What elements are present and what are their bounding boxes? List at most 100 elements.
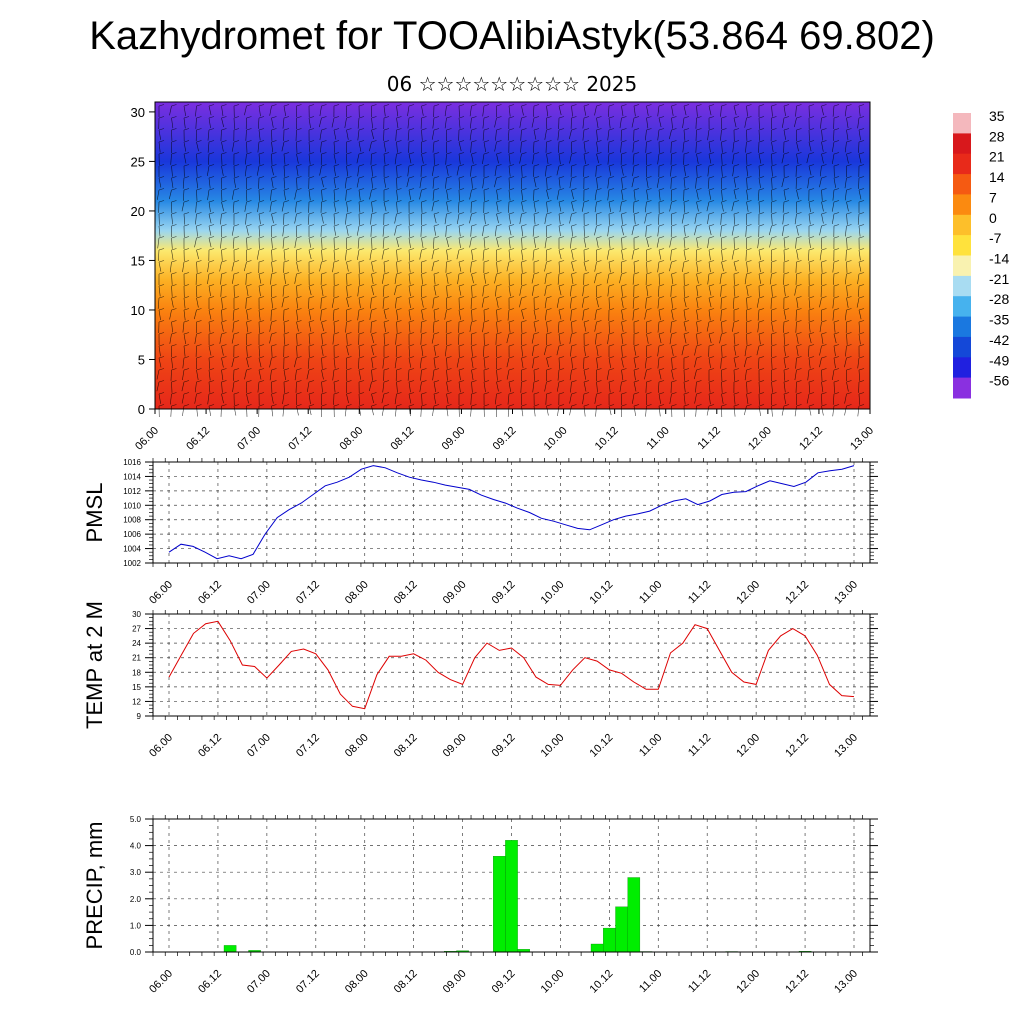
y-tick-label: 15 — [132, 683, 141, 692]
y-tick-label: 24 — [132, 639, 141, 648]
x-tick-label: 13.00 — [848, 425, 876, 453]
colorbar-swatch — [953, 113, 971, 134]
x-tick-label: 06.00 — [147, 968, 175, 996]
x-tick-label: 06.00 — [147, 732, 175, 760]
y-tick-label: 1006 — [123, 530, 141, 539]
colorbar-swatch — [953, 214, 971, 236]
y-tick-label: 1008 — [123, 516, 141, 525]
x-tick-label: 12.12 — [797, 425, 825, 453]
x-tick-label: 11.12 — [686, 968, 713, 995]
precip-panel: 0.0 1.0 2.0 3.0 4.0 5.0 06.00 06.12 07.00 07.12 08… — [82, 815, 878, 996]
x-tick-label: 06.00 — [133, 425, 161, 453]
x-tick-label: 08.00 — [343, 579, 371, 607]
chart-subtitle: 06 ☆☆☆☆☆☆☆☆☆ 2025 — [386, 72, 638, 96]
x-tick-label: 09.00 — [441, 732, 469, 760]
x-tick-label: 13.00 — [832, 968, 860, 996]
x-tick-label: 12.00 — [734, 732, 762, 760]
colorbar-swatch — [953, 316, 971, 338]
y-tick-label: 15 — [131, 253, 145, 268]
y-tick-label: 1010 — [123, 501, 141, 510]
x-tick-label: 06.12 — [184, 425, 212, 453]
x-tick-label: 07.00 — [245, 732, 273, 760]
y-tick-label: 1014 — [123, 472, 141, 481]
x-tick-label: 08.12 — [392, 732, 420, 760]
colorbar-label: 7 — [989, 189, 997, 205]
x-tick-label: 06.12 — [196, 968, 224, 996]
colorbar-swatch — [953, 296, 971, 318]
chart-title: Kazhydromet for TOOAlibiAstyk(53.864 69.… — [89, 14, 935, 58]
series-line — [168, 465, 855, 560]
colorbar: 35 28 21 14 7 0 -7 -14 -21 -28 -35 -42 -49 -56 — [953, 108, 1009, 399]
precip-bar — [615, 906, 628, 953]
upper-air-heatmap-panel: 0 5 10 15 20 25 30 06.00 06.12 07.00 07.12 08.00 08.… — [131, 101, 876, 453]
y-tick-label: 30 — [132, 610, 141, 619]
x-tick-label: 12.00 — [746, 425, 774, 453]
x-tick-label: 06.00 — [147, 579, 175, 607]
x-tick-label: 13.00 — [832, 732, 860, 760]
y-tick-label: 25 — [131, 154, 145, 169]
y-axis-label: PRECIP, mm — [82, 822, 107, 950]
colorbar-swatch — [953, 377, 971, 399]
x-tick-label: 06.12 — [196, 579, 224, 607]
temp2m-panel: 9 12 15 18 21 24 27 30 06.00 06.12 07.00 07.12 08.00… — [82, 601, 878, 760]
x-tick-label: 06.12 — [196, 732, 224, 760]
x-tick-label: 08.12 — [392, 579, 420, 607]
y-axis-label: PMSL — [82, 483, 107, 543]
y-tick-label: 1.0 — [130, 921, 142, 930]
x-tick-label: 13.00 — [832, 579, 860, 607]
y-tick-label: 0.0 — [130, 948, 142, 957]
x-tick-label: 11.00 — [637, 732, 664, 759]
y-tick-label: 30 — [131, 105, 145, 120]
x-tick-label: 07.12 — [294, 732, 322, 760]
x-tick-label: 12.12 — [783, 968, 811, 996]
x-tick-label: 07.12 — [286, 425, 314, 453]
x-tick-label: 09.12 — [490, 968, 518, 996]
colorbar-label: 0 — [989, 210, 997, 226]
x-tick-label: 12.12 — [783, 732, 811, 760]
y-tick-label: 9 — [137, 712, 142, 721]
y-tick-label: 5 — [138, 352, 145, 367]
x-tick-label: 09.12 — [490, 732, 518, 760]
colorbar-swatch — [953, 275, 971, 297]
precip-bar — [627, 877, 641, 953]
colorbar-label: -56 — [989, 373, 1009, 389]
colorbar-label: -42 — [989, 332, 1009, 348]
precip-bar — [603, 927, 616, 953]
x-tick-label: 12.00 — [734, 968, 762, 996]
precip-bar — [590, 943, 604, 953]
colorbar-swatch — [953, 357, 971, 379]
x-tick-label: 11.00 — [637, 579, 664, 606]
y-tick-label: 10 — [131, 303, 145, 318]
x-tick-label: 08.00 — [337, 425, 365, 453]
x-tick-label: 09.12 — [491, 425, 519, 453]
y-tick-label: 3.0 — [130, 868, 142, 877]
y-tick-label: 27 — [132, 625, 141, 634]
y-axis-label: TEMP at 2 M — [82, 601, 107, 729]
x-tick-label: 10.12 — [593, 425, 621, 453]
x-tick-label: 10.12 — [588, 579, 616, 607]
colorbar-label: 35 — [989, 108, 1005, 124]
precip-bar — [223, 945, 237, 953]
x-tick-label: 07.00 — [235, 425, 263, 453]
series-line — [168, 620, 855, 710]
x-tick-label: 11.00 — [644, 425, 671, 452]
colorbar-label: -7 — [989, 230, 1002, 246]
x-tick-label: 08.12 — [392, 968, 420, 996]
x-tick-label: 08.00 — [343, 732, 371, 760]
y-tick-label: 4.0 — [130, 842, 142, 851]
precip-bar — [505, 840, 518, 953]
x-tick-label: 10.00 — [539, 732, 567, 760]
colorbar-label: 28 — [989, 128, 1005, 144]
colorbar-label: -49 — [989, 352, 1009, 368]
colorbar-label: 14 — [989, 169, 1005, 185]
colorbar-label: -35 — [989, 312, 1009, 328]
y-tick-label: 21 — [132, 654, 141, 663]
y-tick-label: 1004 — [123, 545, 141, 554]
y-tick-label: 1012 — [123, 487, 141, 496]
x-tick-label: 12.12 — [783, 579, 811, 607]
x-tick-label: 11.12 — [686, 579, 713, 606]
grid — [153, 613, 870, 717]
x-tick-label: 10.12 — [588, 732, 616, 760]
x-tick-label: 11.12 — [696, 425, 723, 452]
